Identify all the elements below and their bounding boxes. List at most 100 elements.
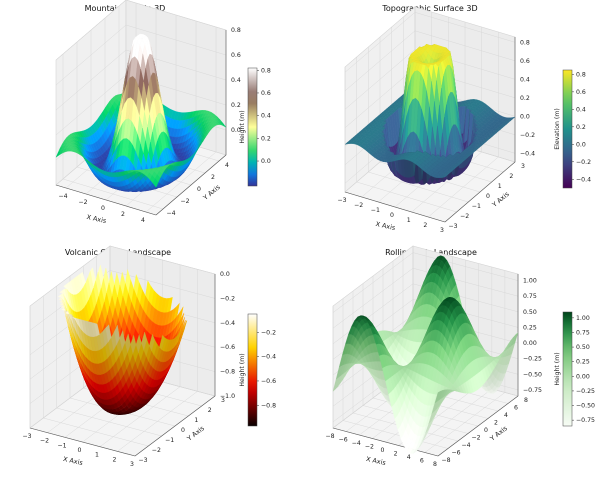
surface-facet (152, 178, 159, 188)
gridline-z (344, 30, 516, 91)
colorbar-label: Height (m) (554, 352, 561, 385)
z-tick-label: −0.50 (523, 371, 542, 378)
x-tick-label: 8 (433, 461, 437, 468)
z-tick-label: 0.75 (523, 293, 537, 300)
y-tick-label: −2 (471, 435, 480, 442)
z-tick-label: 0.8 (231, 27, 241, 34)
surface-mesh (344, 43, 516, 185)
y-tick-label: 4 (225, 162, 229, 169)
colorbar-tick-label: −0.2 (576, 159, 591, 166)
y-tick-label: −3 (138, 457, 147, 464)
z-tick-label: 0.8 (520, 39, 530, 46)
x-tick-label: 2 (113, 456, 117, 463)
x-tick-label: −2 (365, 444, 374, 451)
y-tick-label: −3 (448, 223, 457, 230)
colorbar-gradient (562, 69, 573, 189)
z-tick-label: −0.6 (220, 344, 235, 351)
colorbar-label: Height (m) (239, 353, 246, 386)
x-tick-label: −2 (40, 438, 49, 445)
colorbar-label: Height (m) (239, 110, 246, 143)
y-tick-label: 1 (194, 417, 198, 424)
z-tick-label: 0.0 (520, 113, 530, 120)
colorbar-gradient (247, 313, 258, 427)
colorbar-tick-label: 0.75 (576, 329, 590, 336)
x-tick-label: −4 (352, 440, 361, 447)
z-tick-label: 0.00 (523, 340, 537, 347)
colorbar-tick-label: 0.50 (576, 344, 590, 351)
y-tick-label: 2 (494, 420, 498, 427)
y-tick-label: 0 (197, 186, 201, 193)
z-tick-label: 1.00 (523, 278, 537, 285)
x-tick-label: 4 (407, 454, 411, 461)
colorbar-tick-label: 0.25 (576, 359, 590, 366)
colorbar-tick-label: 0.00 (576, 373, 590, 380)
y-tick-label: −4 (461, 442, 470, 449)
x-tick-label: −1 (57, 442, 66, 449)
z-tick-label: −0.8 (220, 369, 235, 376)
y-tick-label: 2 (211, 174, 215, 181)
y-tick-label: −1 (165, 437, 174, 444)
z-tick-label: 0.2 (520, 95, 530, 102)
y-tick-label: 8 (524, 397, 528, 404)
x-axis-line (344, 191, 446, 223)
x-tick-label: 1 (95, 452, 99, 459)
colorbar: −0.75−0.50−0.250.000.250.500.751.00Heigh… (554, 311, 595, 427)
subplot-2: Topographic Surface 3D−3−2−10123−3−2−101… (337, 4, 591, 234)
z-tick-label: 0.6 (520, 58, 530, 65)
y-axis-label: Y Axis (490, 190, 511, 210)
gridline-y (356, 57, 457, 213)
x-tick-label: 2 (121, 211, 125, 218)
y-tick-label: −2 (152, 447, 161, 454)
z-tick-label: −0.75 (523, 387, 542, 394)
x-tick-label: −1 (371, 207, 380, 214)
y-tick-label: −1 (472, 203, 481, 210)
subplot-1: Mountain Terrain 3D−4−2024−4−20240.00.20… (55, 0, 271, 225)
z-tick-label: 0.6 (231, 52, 241, 59)
z-tick-label: −0.4 (520, 150, 535, 157)
subplot-3: Volcanic Crater Landscape−3−2−10123−3−2−… (22, 245, 276, 468)
z-tick-label: 0.4 (520, 76, 530, 83)
z-tick-label: −0.2 (520, 132, 535, 139)
x-tick-label: −2 (78, 199, 87, 206)
y-axis-label: Y Axis (488, 424, 510, 443)
x-axis-line (55, 184, 157, 216)
colorbar-tick-label: 0.0 (261, 158, 271, 165)
y-tick-label: −2 (180, 198, 189, 205)
z-tick-label: 0.2 (231, 102, 241, 109)
y-tick-label: 2 (208, 407, 212, 414)
gridline-z (55, 24, 227, 86)
colorbar-tick-label: 0.8 (261, 67, 271, 74)
colorbar-tick-label: −0.4 (576, 176, 591, 183)
gridline-y (379, 37, 481, 193)
z-tick-label: 0.0 (231, 127, 241, 134)
colorbar-tick-label: −0.8 (261, 402, 276, 409)
colorbar-tick-label: 0.8 (576, 71, 586, 78)
gridline-z (344, 12, 516, 73)
x-tick-label: 2 (423, 222, 427, 229)
y-tick-label: −6 (451, 450, 460, 457)
z-tick-label: −0.2 (220, 295, 235, 302)
x-tick-label: −6 (339, 437, 348, 444)
gridline-z (55, 0, 227, 61)
y-tick-label: 0 (181, 427, 185, 434)
x-axis-label: X Axis (365, 455, 387, 467)
x-tick-label: 3 (130, 461, 134, 468)
y-tick-label: 3 (521, 163, 525, 170)
colorbar-tick-label: 0.4 (576, 106, 586, 113)
x-tick-label: 0 (390, 212, 394, 219)
x-tick-label: −4 (58, 193, 67, 200)
x-tick-label: −2 (354, 202, 363, 209)
x-axis-label: X Axis (375, 220, 397, 232)
z-tick-label: −0.25 (523, 356, 542, 363)
colorbar-tick-label: −0.6 (261, 378, 276, 385)
z-tick-label: −0.4 (220, 320, 235, 327)
y-tick-label: 2 (509, 173, 513, 180)
x-tick-label: 0 (101, 205, 105, 212)
x-tick-label: 6 (420, 458, 424, 465)
x-tick-label: 2 (394, 451, 398, 458)
y-tick-label: −8 (441, 457, 450, 464)
colorbar-tick-label: 0.6 (576, 89, 586, 96)
x-tick-label: 1 (407, 217, 411, 224)
